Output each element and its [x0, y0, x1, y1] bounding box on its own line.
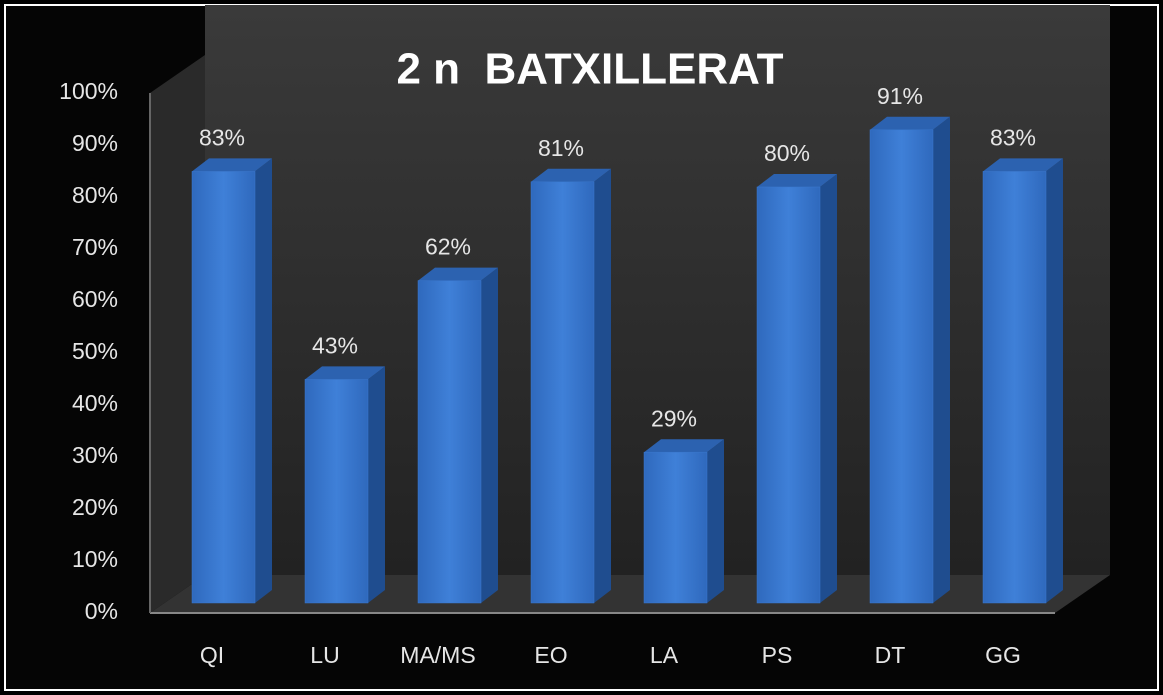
bar — [530, 181, 595, 604]
bar — [643, 451, 708, 604]
bar — [304, 379, 369, 604]
side-wall — [150, 55, 205, 613]
bar — [982, 171, 1047, 604]
bar-side — [368, 366, 385, 603]
y-tick-label: 0% — [85, 598, 118, 624]
value-label: 62% — [425, 234, 471, 260]
bar-side — [481, 267, 498, 603]
value-label: 29% — [651, 405, 697, 431]
x-tick-label: DT — [875, 642, 906, 668]
y-tick-label: 70% — [72, 234, 118, 260]
bar-top — [305, 366, 385, 380]
bar-top — [757, 174, 837, 187]
bar — [417, 280, 482, 604]
x-tick-label: LA — [650, 642, 679, 668]
value-label: 83% — [990, 124, 1036, 150]
bar-side — [933, 116, 950, 604]
x-tick-label: LU — [310, 642, 339, 668]
y-tick-label: 20% — [72, 494, 118, 520]
y-tick-label: 60% — [72, 286, 118, 312]
chart-title: 2 n BATXILLERAT — [396, 45, 783, 94]
y-tick-label: 10% — [72, 546, 118, 572]
bar-top — [870, 116, 950, 130]
bar-side — [707, 439, 724, 603]
bar — [869, 129, 934, 604]
y-tick-label: 50% — [72, 338, 118, 364]
bar-top — [983, 158, 1063, 172]
floor — [150, 575, 1110, 613]
x-tick-label: MA/MS — [400, 642, 475, 668]
x-tick-label: EO — [534, 642, 567, 668]
y-tick-label: 90% — [72, 130, 118, 156]
bar-top — [192, 158, 272, 172]
bar-side — [820, 174, 837, 603]
bar-top — [418, 267, 498, 281]
y-tick-label: 40% — [72, 390, 118, 416]
x-tick-label: GG — [985, 642, 1021, 668]
y-tick-label: 80% — [72, 182, 118, 208]
bar-side — [255, 158, 272, 603]
bar-top — [644, 439, 724, 453]
y-tick-label: 100% — [59, 78, 118, 104]
bar — [756, 186, 821, 604]
bar-side — [594, 168, 611, 604]
value-label: 43% — [312, 332, 358, 358]
x-tick-label: QI — [200, 642, 224, 668]
x-tick-label: PS — [762, 642, 793, 668]
value-label: 81% — [538, 135, 584, 161]
value-label: 80% — [764, 140, 810, 166]
bar — [191, 171, 256, 604]
bar-side — [1046, 158, 1063, 603]
bar-top — [531, 168, 611, 182]
value-label: 91% — [877, 83, 923, 109]
y-tick-label: 30% — [72, 442, 118, 468]
value-label: 83% — [199, 124, 245, 150]
